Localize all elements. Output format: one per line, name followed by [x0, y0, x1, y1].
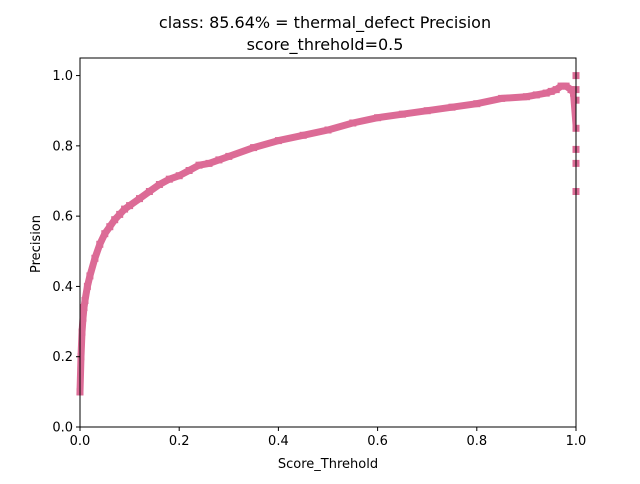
data-point	[175, 172, 183, 180]
data-point	[215, 156, 223, 164]
chart-title: class: 85.64% = thermal_defect Precision	[159, 13, 491, 33]
data-point	[274, 137, 282, 145]
data-point	[116, 210, 124, 218]
data-point	[498, 94, 506, 102]
data-point	[250, 144, 258, 152]
data-point	[349, 119, 357, 127]
data-point	[374, 114, 382, 122]
y-tick-label: 1.0	[52, 69, 73, 84]
data-point	[532, 91, 540, 99]
data-point	[81, 297, 89, 304]
chart-subtitle: score_threhold=0.5	[247, 35, 404, 55]
data-point	[299, 131, 307, 139]
x-tick-label: 0.2	[169, 434, 190, 449]
x-axis-label: Score_Threhold	[278, 457, 378, 472]
data-point	[165, 175, 173, 183]
x-tick-label: 1.0	[566, 434, 587, 449]
data-point	[78, 328, 86, 336]
x-tick-label: 0.4	[268, 434, 289, 449]
plot-frame	[79, 57, 577, 428]
y-tick-label: 0.6	[52, 210, 73, 225]
data-point	[225, 152, 233, 160]
data-point	[111, 216, 119, 224]
data-point	[121, 205, 129, 213]
data-point	[136, 195, 143, 203]
y-tick-label: 0.0	[52, 421, 73, 436]
y-tick-label: 0.4	[52, 280, 73, 295]
y-tick-label: 0.8	[52, 139, 73, 154]
data-point	[562, 82, 570, 90]
data-point	[557, 82, 565, 90]
axes: 0.0 0.2 0.4 0.6 0.8 1.0 0.0 0.2 0.4 0.6 0.8 1.0	[52, 57, 587, 449]
data-point	[324, 126, 332, 134]
data-point	[542, 89, 550, 97]
data-point	[552, 86, 560, 94]
data-point	[77, 353, 85, 361]
x-tick-label: 0.8	[466, 434, 487, 449]
y-tick-label: 0.2	[52, 350, 73, 365]
data-point	[205, 159, 213, 167]
data-point	[195, 161, 203, 169]
plot-area	[76, 72, 580, 396]
data-point	[126, 202, 134, 210]
data-point	[101, 230, 109, 238]
data-point	[145, 188, 153, 195]
y-axis-label: Precision	[29, 215, 44, 273]
data-point	[185, 167, 193, 174]
x-tick-label: 0.6	[367, 434, 388, 449]
data-point	[398, 110, 406, 118]
data-point	[522, 93, 530, 101]
x-tick-label: 0.0	[70, 434, 91, 449]
data-point	[80, 304, 88, 311]
data-point	[106, 223, 114, 231]
data-point	[547, 87, 555, 95]
data-point	[83, 282, 91, 290]
data-point	[96, 240, 104, 248]
data-point	[423, 107, 431, 115]
data-point	[448, 103, 456, 111]
data-point	[155, 181, 163, 188]
data-point	[79, 314, 87, 322]
data-point	[86, 272, 94, 280]
data-point	[473, 100, 481, 108]
data-point	[91, 254, 99, 262]
